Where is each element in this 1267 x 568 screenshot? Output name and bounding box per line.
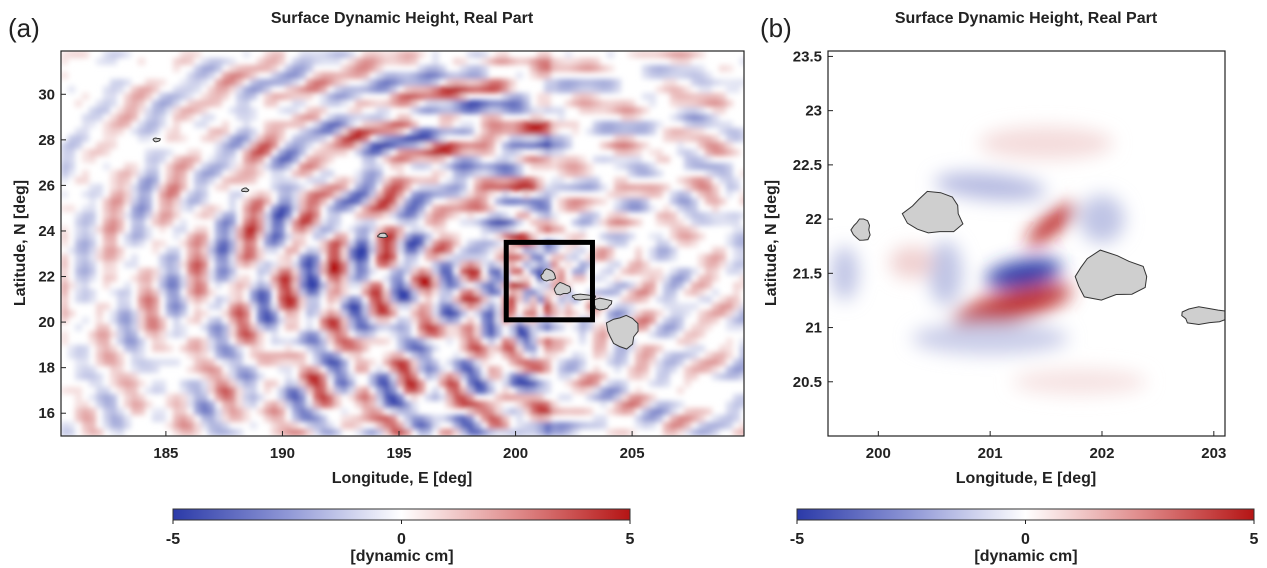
- island: [850, 218, 871, 241]
- island: [241, 187, 250, 193]
- island: [553, 281, 572, 296]
- x-tick-label: 200: [866, 445, 891, 462]
- panel-a-colorbar-gradient: [172, 508, 631, 521]
- panel-b-islands: [850, 190, 1225, 326]
- y-tick-label: 22: [805, 211, 822, 228]
- island: [377, 232, 389, 239]
- panel-a-y-ticks: 16 18 20 22 24 26 28 30: [38, 86, 66, 422]
- y-tick-label: 23: [805, 103, 822, 120]
- panel-a-x-axis-label: Longitude, E [deg]: [332, 470, 472, 487]
- panel-b-x-ticks: 200 201 202 203: [866, 431, 1226, 462]
- panel-a-x-ticks: 185 190 195 200 205: [153, 431, 645, 462]
- y-tick-label: 16: [38, 405, 55, 422]
- x-tick-label: 205: [620, 445, 645, 462]
- panel-b-plot: 200 201 202 203 20.5 21 21.5 22 22.5 23 23.5: [793, 48, 1227, 462]
- panel-b-title: Surface Dynamic Height, Real Part: [895, 10, 1158, 27]
- panel-a-colorbar-ticks: -5 0 5: [166, 520, 635, 548]
- panel-a-y-axis-label: Latitude, N [deg]: [12, 180, 29, 306]
- x-tick-label: 203: [1201, 445, 1226, 462]
- y-tick-label: 30: [38, 86, 55, 103]
- x-tick-label: 190: [270, 445, 295, 462]
- panel-a-title: Surface Dynamic Height, Real Part: [271, 10, 534, 27]
- colorbar-tick-label: 5: [626, 531, 635, 548]
- y-tick-label: 20.5: [793, 374, 822, 391]
- island: [152, 137, 161, 143]
- x-tick-label: 195: [386, 445, 411, 462]
- y-tick-label: 21: [805, 320, 822, 337]
- x-tick-label: 202: [1089, 445, 1114, 462]
- colorbar-tick-label: -5: [166, 531, 180, 548]
- panel-a-colorbar-label: [dynamic cm]: [350, 548, 453, 565]
- panel-b-x-axis-label: Longitude, E [deg]: [956, 470, 1096, 487]
- colorbar-tick-label: -5: [790, 531, 804, 548]
- y-tick-label: 28: [38, 132, 55, 149]
- colorbar-tick-label: 0: [397, 531, 406, 548]
- colorbar-tick-label: 5: [1250, 531, 1259, 548]
- panel-b-colorbar-ticks: -5 0 5: [790, 520, 1259, 548]
- y-tick-label: 22: [38, 269, 55, 286]
- y-tick-label: 23.5: [793, 48, 822, 65]
- panel-b-y-ticks: 20.5 21 21.5 22 22.5 23 23.5: [793, 48, 833, 391]
- island: [1074, 249, 1148, 301]
- y-tick-label: 22.5: [793, 157, 822, 174]
- panel-b-colorbar-gradient: [796, 508, 1255, 521]
- x-tick-label: 200: [503, 445, 528, 462]
- y-tick-label: 20: [38, 314, 55, 331]
- panel-a-field: [61, 51, 744, 436]
- colorbar-tick-label: 0: [1021, 531, 1030, 548]
- y-tick-label: 21.5: [793, 265, 822, 282]
- panel-b-y-axis-label: Latitude, N [deg]: [763, 180, 780, 306]
- panel-b-plot-background: [828, 51, 1225, 436]
- island: [605, 314, 639, 350]
- panel-b-tag: (b): [760, 13, 792, 43]
- x-tick-label: 201: [978, 445, 1003, 462]
- y-tick-label: 24: [38, 223, 55, 240]
- panel-a-plot: 185 190 195 200 205 16 18 20 22 24 26 28 30: [38, 50, 745, 462]
- y-tick-label: 18: [38, 360, 55, 377]
- panel-a-colorbar: -5 0 5 [dynamic cm]: [166, 508, 635, 565]
- island: [1181, 306, 1225, 326]
- panel-b-colorbar: -5 0 5 [dynamic cm]: [790, 508, 1259, 565]
- x-tick-label: 185: [153, 445, 178, 462]
- panel-b-colorbar-label: [dynamic cm]: [974, 548, 1077, 565]
- island: [571, 293, 597, 301]
- island: [901, 190, 964, 234]
- panel-b-frame: [827, 50, 1226, 437]
- panel-b-field: [831, 126, 1147, 395]
- panel-a-islands: [152, 137, 639, 350]
- panel-a-frame: [60, 50, 745, 437]
- panel-a-tag: (a): [8, 13, 40, 43]
- inset-region-box: [503, 239, 595, 323]
- island: [540, 268, 557, 282]
- y-tick-label: 26: [38, 177, 55, 194]
